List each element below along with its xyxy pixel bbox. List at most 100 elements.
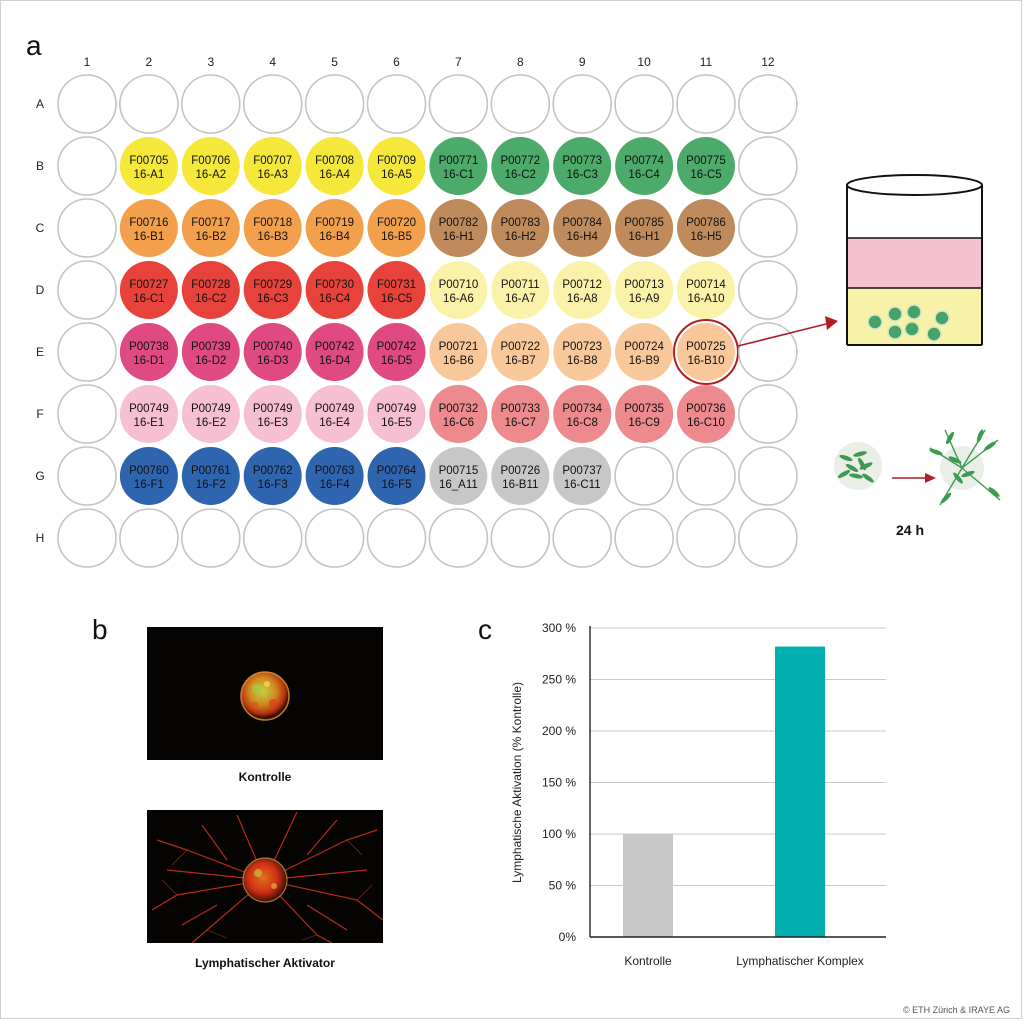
well-label-line2: 16-B7 bbox=[505, 355, 536, 367]
column-header: 11 bbox=[700, 55, 713, 69]
well-label-line1: P00742 bbox=[377, 341, 417, 353]
well-filled bbox=[615, 261, 674, 319]
well-label-line1: P00749 bbox=[315, 403, 355, 415]
well-empty bbox=[738, 446, 798, 506]
well-label-line1: P00760 bbox=[129, 465, 169, 477]
well-filled bbox=[429, 323, 488, 381]
bar-1 bbox=[623, 834, 673, 937]
micrograph-activator bbox=[147, 810, 383, 943]
well-label-line1: P00732 bbox=[439, 403, 479, 415]
well-label-line1: F00729 bbox=[253, 279, 292, 291]
well-empty bbox=[614, 508, 674, 568]
well-filled bbox=[181, 261, 240, 319]
row-header: B bbox=[36, 159, 44, 173]
well-label-line1: F00720 bbox=[377, 217, 416, 229]
well-filled bbox=[181, 137, 240, 195]
panel-letter-a: a bbox=[26, 30, 42, 61]
well-label-line2: 16-B5 bbox=[381, 231, 412, 243]
well-label-line1: P00775 bbox=[686, 155, 726, 167]
well-label-line1: F00718 bbox=[253, 217, 292, 229]
well-filled bbox=[553, 261, 612, 319]
row-header: E bbox=[36, 345, 44, 359]
spheroid-before-icon bbox=[834, 442, 882, 490]
well-label-line1: P00734 bbox=[562, 403, 602, 415]
arrow-line bbox=[737, 323, 827, 347]
well-filled bbox=[553, 137, 612, 195]
well-empty bbox=[738, 74, 798, 134]
well-filled bbox=[367, 385, 426, 443]
well-empty bbox=[366, 508, 427, 568]
well-label-line2: 16-B2 bbox=[195, 231, 226, 243]
well-label-line2: 16-B8 bbox=[567, 355, 598, 367]
x-tick-label: Lymphatischer Komplex bbox=[736, 954, 864, 968]
well-filled bbox=[181, 447, 240, 505]
well-filled bbox=[429, 385, 488, 443]
well-empty bbox=[490, 74, 551, 134]
micrograph-activator-image bbox=[151, 811, 383, 943]
well-empty bbox=[676, 446, 736, 506]
well-empty bbox=[57, 384, 117, 444]
well-label-line2: 16-A2 bbox=[195, 169, 226, 181]
well-label-line1: P00737 bbox=[562, 465, 602, 477]
well-empty bbox=[119, 508, 179, 568]
well-label-line2: 16-C1 bbox=[133, 293, 164, 305]
well-label-line2: 16-B9 bbox=[629, 355, 660, 367]
well-empty bbox=[614, 446, 674, 506]
copyright-text: © ETH Zürich & IRAYE AG bbox=[903, 1005, 1010, 1015]
well-label-line2: 16-A8 bbox=[567, 293, 598, 305]
well-filled bbox=[615, 199, 674, 257]
well-filled bbox=[243, 323, 302, 381]
column-header: 12 bbox=[761, 55, 775, 69]
well-filled bbox=[553, 447, 612, 505]
column-header: 4 bbox=[269, 55, 276, 69]
well-label-line1: P00724 bbox=[624, 341, 664, 353]
column-header: 3 bbox=[207, 55, 214, 69]
well-label-line1: F00731 bbox=[377, 279, 416, 291]
column-header: 7 bbox=[455, 55, 462, 69]
well-empty bbox=[738, 384, 798, 444]
well-label-line2: 16-C2 bbox=[195, 293, 226, 305]
well-label-line1: F00719 bbox=[315, 217, 354, 229]
well-empty bbox=[57, 198, 117, 258]
micrograph-control-image bbox=[240, 671, 290, 721]
well-label-line2: 16-E1 bbox=[134, 417, 165, 429]
well-label-line2: 16-C3 bbox=[567, 169, 598, 181]
well-empty bbox=[738, 508, 798, 568]
well-label-line1: P00749 bbox=[377, 403, 417, 415]
well-label-line2: 16-F3 bbox=[258, 479, 288, 491]
column-header: 8 bbox=[517, 55, 524, 69]
row-header: F bbox=[36, 407, 43, 421]
well-label-line2: 16-C9 bbox=[628, 417, 659, 429]
well-empty bbox=[738, 198, 798, 258]
well-label-line1: P00739 bbox=[191, 341, 231, 353]
row-header: G bbox=[35, 469, 44, 483]
well-label-line1: F00709 bbox=[377, 155, 416, 167]
well-filled bbox=[305, 323, 364, 381]
well-label-line1: F00707 bbox=[253, 155, 292, 167]
well-label-line2: 16-F1 bbox=[134, 479, 164, 491]
well-empty bbox=[676, 508, 736, 568]
x-tick-label: Kontrolle bbox=[624, 954, 672, 968]
well-filled bbox=[119, 323, 178, 381]
well-label-line2: 16-C5 bbox=[381, 293, 412, 305]
well-filled bbox=[119, 199, 178, 257]
well-label-line1: P00725 bbox=[686, 341, 726, 353]
well-label-line1: P00710 bbox=[439, 279, 479, 291]
well-empty bbox=[428, 74, 489, 134]
well-filled bbox=[553, 385, 612, 443]
well-label-line2: 16-B3 bbox=[257, 231, 288, 243]
well-empty bbox=[738, 136, 798, 196]
well-label-line2: 16-C8 bbox=[567, 417, 598, 429]
well-empty bbox=[57, 446, 117, 506]
well-filled bbox=[367, 447, 426, 505]
micrograph-control-label: Kontrolle bbox=[238, 770, 292, 784]
well-filled bbox=[305, 137, 364, 195]
well-empty bbox=[304, 74, 365, 134]
well-label-line2: 16-F2 bbox=[196, 479, 226, 491]
column-header: 6 bbox=[393, 55, 400, 69]
well-filled bbox=[181, 199, 240, 257]
well-label-line1: P00736 bbox=[686, 403, 726, 415]
micrograph-activator-label: Lymphatischer Aktivator bbox=[195, 956, 335, 970]
well-label-line1: F00708 bbox=[315, 155, 354, 167]
